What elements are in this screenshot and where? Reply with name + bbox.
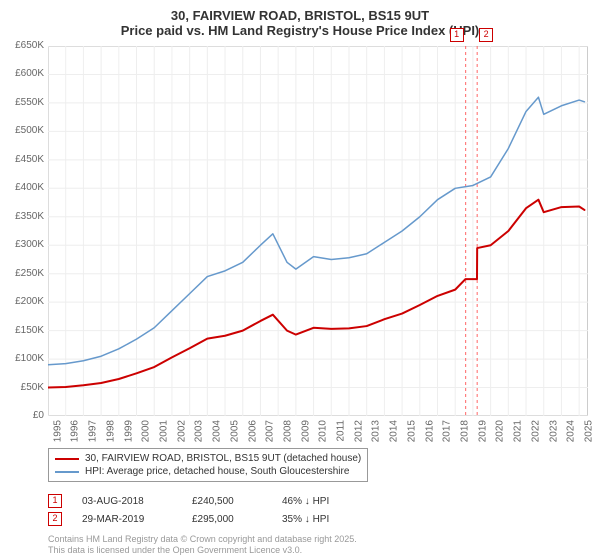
title-line2: Price paid vs. HM Land Registry's House … xyxy=(0,23,600,38)
legend-swatch xyxy=(55,471,79,473)
transaction-row: 2 29-MAR-2019 £295,000 35% ↓ HPI xyxy=(48,510,372,528)
x-tick-label: 2010 xyxy=(318,420,329,442)
x-tick-label: 2012 xyxy=(353,420,364,442)
x-tick-label: 2021 xyxy=(512,420,523,442)
x-tick-label: 2019 xyxy=(477,420,488,442)
x-tick-label: 2024 xyxy=(565,420,576,442)
chart-container: 30, FAIRVIEW ROAD, BRISTOL, BS15 9UT Pri… xyxy=(0,0,600,560)
transaction-price: £295,000 xyxy=(192,514,262,525)
x-tick-label: 2018 xyxy=(459,420,470,442)
transaction-delta: 35% ↓ HPI xyxy=(282,514,372,525)
x-tick-label: 2017 xyxy=(442,420,453,442)
y-tick-label: £300K xyxy=(4,239,44,250)
footer: Contains HM Land Registry data © Crown c… xyxy=(48,534,357,556)
y-tick-label: £250K xyxy=(4,268,44,279)
y-tick-label: £650K xyxy=(4,40,44,51)
x-tick-label: 2001 xyxy=(158,420,169,442)
footer-line2: This data is licensed under the Open Gov… xyxy=(48,545,357,556)
transaction-delta: 46% ↓ HPI xyxy=(282,496,372,507)
x-tick-label: 1997 xyxy=(87,420,98,442)
x-tick-label: 2011 xyxy=(335,420,346,442)
x-tick-label: 2014 xyxy=(388,420,399,442)
chart-marker-2: 2 xyxy=(479,28,493,42)
x-tick-label: 1995 xyxy=(52,420,63,442)
transaction-marker-2: 2 xyxy=(48,512,62,526)
y-tick-label: £400K xyxy=(4,182,44,193)
transaction-marker-1: 1 xyxy=(48,494,62,508)
y-tick-label: £100K xyxy=(4,353,44,364)
legend-row: HPI: Average price, detached house, Sout… xyxy=(55,465,361,478)
legend-label: HPI: Average price, detached house, Sout… xyxy=(85,466,349,477)
x-tick-label: 2008 xyxy=(282,420,293,442)
transaction-date: 29-MAR-2019 xyxy=(82,514,172,525)
footer-line1: Contains HM Land Registry data © Crown c… xyxy=(48,534,357,545)
x-tick-label: 2003 xyxy=(194,420,205,442)
x-tick-label: 2004 xyxy=(211,420,222,442)
x-tick-label: 1998 xyxy=(105,420,116,442)
x-tick-label: 2020 xyxy=(495,420,506,442)
x-tick-label: 2022 xyxy=(530,420,541,442)
title-line1: 30, FAIRVIEW ROAD, BRISTOL, BS15 9UT xyxy=(0,8,600,23)
x-tick-label: 1999 xyxy=(123,420,134,442)
x-tick-label: 2023 xyxy=(548,420,559,442)
chart-area: £0£50K£100K£150K£200K£250K£300K£350K£400… xyxy=(48,46,588,416)
legend-label: 30, FAIRVIEW ROAD, BRISTOL, BS15 9UT (de… xyxy=(85,453,361,464)
legend-row: 30, FAIRVIEW ROAD, BRISTOL, BS15 9UT (de… xyxy=(55,452,361,465)
y-tick-label: £350K xyxy=(4,211,44,222)
y-tick-label: £50K xyxy=(4,382,44,393)
x-tick-label: 2000 xyxy=(141,420,152,442)
transactions-table: 1 03-AUG-2018 £240,500 46% ↓ HPI 2 29-MAR-201… xyxy=(48,492,372,528)
x-tick-label: 2009 xyxy=(300,420,311,442)
y-tick-label: £600K xyxy=(4,68,44,79)
x-tick-label: 2007 xyxy=(264,420,275,442)
x-tick-label: 2016 xyxy=(424,420,435,442)
y-tick-label: £200K xyxy=(4,296,44,307)
y-tick-label: £150K xyxy=(4,325,44,336)
y-tick-label: £450K xyxy=(4,154,44,165)
x-tick-label: 2002 xyxy=(176,420,187,442)
legend: 30, FAIRVIEW ROAD, BRISTOL, BS15 9UT (de… xyxy=(48,448,368,482)
transaction-row: 1 03-AUG-2018 £240,500 46% ↓ HPI xyxy=(48,492,372,510)
x-tick-label: 2006 xyxy=(247,420,258,442)
y-tick-label: £0 xyxy=(4,410,44,421)
x-tick-label: 2015 xyxy=(406,420,417,442)
y-tick-label: £500K xyxy=(4,125,44,136)
x-tick-label: 2005 xyxy=(229,420,240,442)
y-tick-label: £550K xyxy=(4,97,44,108)
chart-marker-1: 1 xyxy=(450,28,464,42)
transaction-date: 03-AUG-2018 xyxy=(82,496,172,507)
x-tick-label: 1996 xyxy=(70,420,81,442)
x-tick-label: 2025 xyxy=(583,420,594,442)
title-block: 30, FAIRVIEW ROAD, BRISTOL, BS15 9UT Pri… xyxy=(0,0,600,38)
plot-svg xyxy=(48,46,588,416)
legend-swatch xyxy=(55,458,79,460)
transaction-price: £240,500 xyxy=(192,496,262,507)
x-tick-label: 2013 xyxy=(371,420,382,442)
